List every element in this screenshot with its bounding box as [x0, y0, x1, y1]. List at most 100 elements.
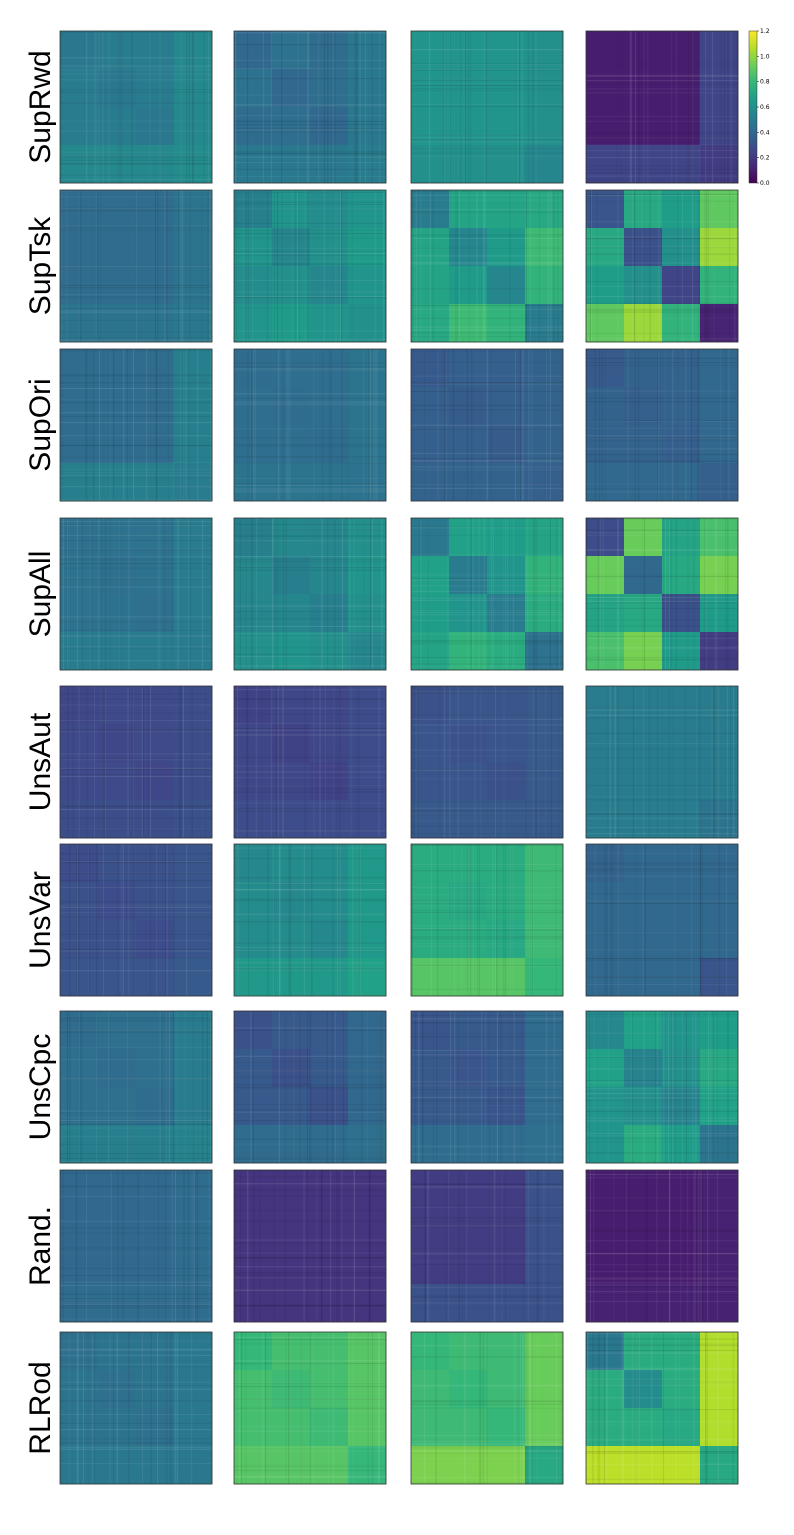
texture-stripe	[411, 1260, 563, 1262]
texture-stripe	[375, 1332, 377, 1484]
texture-stripe	[350, 686, 352, 838]
heatmap-block	[662, 1087, 701, 1126]
texture-stripe	[633, 190, 635, 342]
texture-stripe	[60, 1429, 212, 1431]
texture-stripe	[522, 349, 524, 501]
texture-stripe	[411, 49, 563, 51]
texture-stripe	[411, 574, 563, 576]
texture-stripe	[234, 1242, 386, 1244]
heatmap-block	[662, 1370, 701, 1409]
texture-stripe	[234, 1431, 386, 1433]
heatmap-block	[234, 387, 273, 426]
texture-stripe	[649, 190, 651, 342]
texture-stripe	[594, 844, 596, 996]
texture-stripe	[411, 724, 563, 726]
texture-stripe	[234, 279, 386, 281]
texture-stripe	[606, 1332, 608, 1484]
texture-stripe	[411, 1145, 563, 1147]
heatmap-block	[700, 228, 739, 267]
texture-stripe	[141, 686, 143, 838]
texture-stripe	[180, 349, 181, 501]
texture-stripe	[548, 1170, 550, 1322]
texture-stripe	[209, 190, 211, 342]
texture-stripe	[612, 844, 614, 996]
panel-frame	[59, 1331, 213, 1485]
heatmap-block	[174, 686, 213, 725]
panel-frame	[59, 1169, 213, 1323]
texture-stripe	[411, 69, 563, 71]
texture-stripe	[246, 190, 247, 342]
texture-stripe	[411, 599, 563, 601]
heatmap-block	[272, 920, 311, 959]
texture-stripe	[321, 1170, 323, 1322]
texture-stripe	[586, 1271, 738, 1273]
texture-stripe	[586, 636, 738, 637]
texture-stripe	[411, 83, 563, 85]
heatmap-block	[310, 518, 349, 557]
texture-stripe	[192, 1011, 194, 1163]
texture-stripe	[354, 1170, 356, 1322]
texture-stripe	[586, 88, 738, 90]
texture-stripe	[728, 349, 730, 501]
texture-stripe	[234, 1274, 386, 1276]
texture-stripe	[60, 957, 212, 959]
texture-stripe	[234, 489, 386, 491]
texture-stripe	[726, 518, 728, 670]
heatmap-block	[449, 387, 488, 426]
texture-stripe	[158, 518, 159, 670]
texture-stripe	[411, 1054, 563, 1056]
texture-stripe	[411, 810, 563, 812]
texture-stripe	[586, 596, 738, 598]
texture-stripe	[63, 518, 64, 670]
texture-stripe	[234, 1476, 386, 1478]
texture-stripe	[586, 1409, 738, 1411]
texture-stripe	[234, 124, 386, 126]
heatmap-block	[700, 518, 739, 557]
heatmap-block	[525, 1446, 564, 1485]
heatmap-block	[234, 31, 273, 70]
texture-stripe	[234, 1055, 386, 1057]
panel-frame	[410, 1169, 564, 1323]
texture-stripe	[246, 686, 248, 838]
texture-stripe	[411, 1217, 563, 1219]
texture-stripe	[234, 1143, 386, 1145]
texture-stripe	[411, 382, 563, 383]
texture-stripe	[411, 686, 563, 688]
texture-stripe	[411, 1401, 563, 1403]
heatmap-block	[449, 1370, 488, 1409]
texture-stripe	[586, 1452, 738, 1454]
heatmap-block	[136, 387, 175, 426]
texture-stripe	[699, 686, 701, 838]
texture-stripe	[586, 518, 588, 670]
heatmap-block	[136, 190, 175, 229]
texture-stripe	[117, 1170, 119, 1322]
texture-stripe	[358, 686, 360, 838]
heatmap-panel-supori-col4	[585, 348, 739, 502]
texture-stripe	[96, 1011, 97, 1163]
texture-stripe	[598, 349, 600, 501]
heatmap-block	[272, 145, 311, 184]
texture-stripe	[357, 844, 359, 996]
panel-frame	[59, 348, 213, 502]
heatmap-block	[487, 1125, 526, 1164]
texture-stripe	[586, 600, 738, 602]
texture-stripe	[234, 1430, 386, 1432]
heatmap-block	[411, 1332, 450, 1371]
texture-stripe	[159, 1011, 161, 1163]
texture-stripe	[159, 518, 161, 670]
heatmap-block	[310, 31, 349, 70]
heatmap-block	[136, 920, 175, 959]
texture-stripe	[523, 1332, 525, 1484]
texture-stripe	[241, 1332, 243, 1484]
texture-stripe	[327, 31, 329, 183]
texture-stripe	[411, 905, 563, 907]
texture-stripe	[427, 518, 429, 670]
texture-stripe	[60, 758, 212, 760]
heatmap-block	[525, 594, 564, 633]
heatmap-block	[348, 1049, 387, 1088]
texture-stripe	[411, 988, 563, 990]
texture-stripe	[234, 1339, 386, 1341]
heatmap-block	[624, 266, 663, 305]
texture-stripe	[378, 1332, 380, 1484]
texture-stripe	[94, 1332, 96, 1484]
